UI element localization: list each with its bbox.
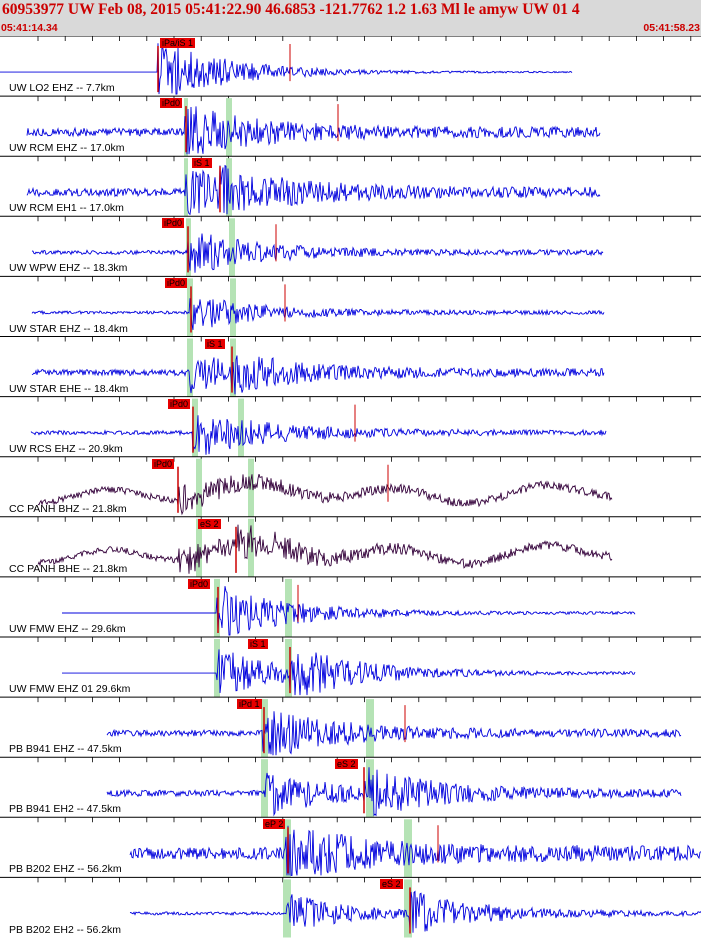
pick-window: [229, 218, 235, 277]
pick-flag[interactable]: iPa/iS 1: [160, 38, 196, 48]
pick-flag[interactable]: iS 1: [205, 338, 225, 349]
event-header: 60953977 UW Feb 08, 2015 05:41:22.90 46.…: [0, 0, 701, 36]
waveform-trace[interactable]: [37, 524, 613, 574]
waveform-canvas[interactable]: [0, 35, 701, 938]
pick-flag[interactable]: iPd 1: [237, 699, 262, 710]
pick-window: [404, 879, 412, 938]
station-label: UW WPW EHZ -- 18.3km: [9, 262, 128, 275]
waveform-trace[interactable]: [129, 890, 701, 933]
station-label: UW FMW EHZ -- 29.6km: [9, 623, 126, 635]
waveform-trace[interactable]: [31, 355, 605, 395]
pick-window: [187, 338, 193, 397]
waveform-trace[interactable]: [62, 586, 636, 636]
pick-window: [285, 639, 292, 698]
pick-window: [187, 278, 193, 337]
pick-window: [192, 398, 198, 457]
station-label: PB B202 EHZ -- 56.2km: [9, 863, 122, 876]
end-time: 05:41:58.23: [643, 22, 700, 34]
pick-window: [184, 158, 188, 217]
waveform-trace[interactable]: [106, 711, 682, 756]
station-label: UW RCS EHZ -- 20.9km: [9, 442, 123, 455]
waveform-trace[interactable]: [26, 106, 601, 155]
waveform-trace[interactable]: [0, 43, 573, 95]
pick-flag[interactable]: iPd0: [162, 218, 185, 229]
pick-flag[interactable]: eS 2: [198, 518, 221, 529]
waveform-trace[interactable]: [62, 649, 636, 696]
station-label: UW LO2 EHZ -- 7.7km: [9, 82, 115, 95]
waveform-trace[interactable]: [30, 415, 607, 455]
waveform-trace[interactable]: [106, 767, 682, 817]
seismogram-panel[interactable]: [0, 35, 701, 938]
pick-flag[interactable]: iPd0: [165, 278, 188, 289]
pick-window: [248, 458, 254, 517]
pick-window: [283, 819, 291, 878]
station-label: UW STAR EHZ -- 18.4km: [9, 322, 128, 335]
pick-flag[interactable]: iPd0: [168, 398, 191, 409]
pick-flag[interactable]: iPd0: [188, 578, 211, 589]
waveform-trace[interactable]: [37, 473, 613, 516]
station-label: UW FMW EHZ 01 29.6km: [9, 683, 131, 696]
waveform-trace[interactable]: [31, 233, 604, 273]
waveform-trace[interactable]: [31, 298, 605, 330]
pick-window: [366, 699, 374, 758]
station-label: UW STAR EHE -- 18.4km: [9, 382, 129, 395]
pick-window: [196, 518, 202, 577]
waveform-trace[interactable]: [26, 164, 601, 216]
station-label: PB B941 EHZ -- 47.5km: [9, 743, 122, 756]
pick-window: [248, 518, 254, 577]
pick-flag[interactable]: iS 1: [192, 158, 212, 169]
pick-window: [404, 819, 412, 878]
pick-window: [214, 639, 220, 698]
pick-flag[interactable]: iPd0: [160, 98, 183, 109]
station-label: CC PANH BHE -- 21.8km: [9, 562, 128, 575]
pick-window: [261, 759, 268, 818]
pick-flag[interactable]: eS 2: [335, 759, 358, 770]
pick-flag[interactable]: eS 2: [380, 879, 403, 890]
station-label: UW RCM EHZ -- 17.0km: [9, 142, 125, 155]
station-label: PB B202 EH2 -- 56.2km: [9, 923, 122, 936]
pick-flag[interactable]: eP 2: [263, 819, 286, 830]
pick-flag[interactable]: iS 1: [248, 639, 268, 649]
pick-flag[interactable]: iPd0: [152, 458, 175, 469]
start-time: 05:41:14.34: [1, 22, 58, 34]
pick-window: [196, 458, 202, 517]
event-title: 60953977 UW Feb 08, 2015 05:41:22.90 46.…: [2, 1, 580, 18]
station-label: CC PANH BHZ -- 21.8km: [9, 502, 127, 515]
station-label: PB B941 EH2 -- 47.5km: [9, 803, 122, 816]
station-label: UW RCM EH1 -- 17.0km: [9, 202, 124, 215]
waveform-trace[interactable]: [129, 825, 701, 876]
